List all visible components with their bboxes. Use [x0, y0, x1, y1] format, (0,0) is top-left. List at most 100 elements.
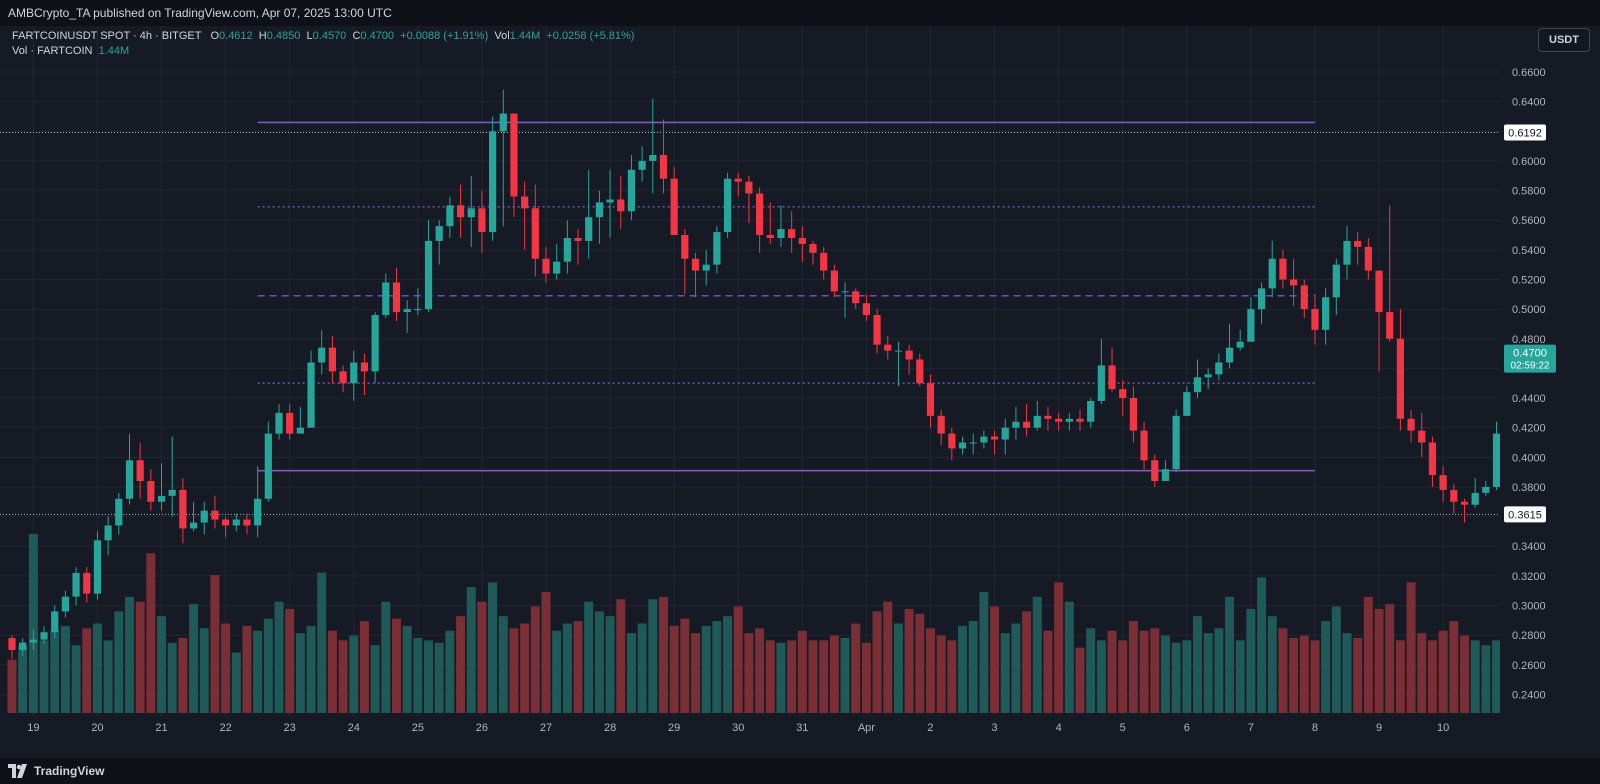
volume-bar: [616, 599, 626, 713]
volume-bar: [135, 601, 145, 713]
candle-body: [189, 522, 198, 529]
volume-bar: [488, 582, 498, 713]
candle-body: [1097, 365, 1105, 402]
candle-body: [211, 510, 219, 520]
volume-bar: [990, 606, 1000, 713]
volume-bar: [103, 640, 113, 713]
volume-bar: [7, 659, 17, 713]
candle-body: [360, 362, 369, 372]
volume-bar: [71, 645, 81, 713]
candle-body: [1012, 421, 1020, 428]
volume-bar: [915, 613, 925, 713]
volume-bar: [637, 623, 647, 713]
candle-body: [1450, 489, 1458, 502]
volume-bar: [1331, 606, 1341, 713]
volume-bar: [552, 630, 562, 713]
candle-body: [1407, 418, 1415, 431]
volume-bar: [1096, 640, 1106, 713]
close-label: C: [352, 30, 361, 42]
volume-bar: [456, 616, 466, 713]
volume-bar: [1139, 630, 1149, 713]
bar-countdown: 02:59:22: [1511, 361, 1550, 372]
volume-bar: [189, 604, 199, 713]
candle-body: [1290, 279, 1298, 286]
volume-bar: [1395, 640, 1405, 713]
candle-body: [254, 498, 262, 526]
volume-bar: [327, 630, 337, 713]
volume-bar: [872, 611, 882, 713]
volume-bar: [829, 635, 839, 713]
candle-body: [1311, 309, 1319, 330]
volume-bar: [755, 628, 765, 713]
x-tick-label: 8: [1312, 722, 1318, 734]
volume-bar: [562, 623, 572, 713]
candle-body: [8, 638, 16, 650]
candle-body: [328, 347, 336, 372]
price-change: +0.0088 (+1.91%): [400, 30, 489, 42]
candle-body: [1332, 264, 1340, 298]
candles: [8, 89, 1600, 659]
candle-body: [1065, 418, 1073, 422]
candle-body: [1119, 389, 1127, 399]
candle-body: [403, 309, 411, 313]
vol-value: 1.44M: [509, 30, 541, 42]
vol-change: +0.0258 (+5.81%): [546, 30, 635, 42]
candle-body: [788, 229, 796, 238]
y-tick-label: 0.3800: [1512, 482, 1546, 494]
volume-bar: [1470, 640, 1480, 713]
candle-body: [1193, 377, 1202, 393]
x-tick-label: 2: [927, 722, 933, 734]
volume-bar: [199, 628, 209, 713]
close-value: 0.4700: [360, 30, 395, 42]
candle-body: [296, 427, 304, 434]
volume-bar: [1492, 640, 1502, 713]
y-tick-label: 0.4000: [1512, 452, 1546, 464]
volume-bar: [445, 630, 455, 713]
vol-line-label[interactable]: Vol · FARTCOIN: [12, 45, 93, 57]
volume-bar: [925, 628, 935, 713]
candle-body: [1033, 415, 1041, 428]
candle-body: [371, 315, 379, 372]
publish-text: AMBCrypto_TA published on TradingView.co…: [8, 6, 392, 20]
y-tick-label: 0.2800: [1512, 630, 1546, 642]
candle-body: [1354, 240, 1362, 247]
candle-body: [264, 433, 272, 499]
volume-bar: [787, 640, 797, 713]
candle-body: [585, 217, 593, 241]
candle-body: [1257, 288, 1266, 310]
volume-bar: [1000, 633, 1010, 713]
volume-bar: [1086, 628, 1096, 713]
candle-body: [702, 264, 710, 271]
volume-bar: [157, 616, 167, 713]
candle-body: [521, 196, 529, 209]
y-tick-label: 0.4200: [1512, 423, 1546, 435]
candle-body: [1300, 285, 1308, 310]
volume-bar: [1374, 608, 1384, 713]
volume-bar: [573, 621, 583, 713]
candle-body: [115, 498, 123, 526]
volume-bar: [808, 640, 818, 713]
currency-button[interactable]: USDT: [1538, 28, 1590, 52]
x-tick-label: 28: [604, 722, 616, 734]
volume-bar: [1342, 633, 1352, 713]
volume-bar: [1257, 577, 1267, 713]
candle-body: [104, 525, 112, 541]
open-value: 0.4612: [219, 30, 253, 42]
y-tick-label: 0.4800: [1512, 334, 1546, 346]
candle-body: [852, 291, 860, 304]
candlestick-chart[interactable]: 0.66000.64000.62000.60000.58000.56000.54…: [0, 26, 1600, 758]
y-tick-label: 0.6600: [1512, 67, 1546, 79]
volume-bar: [530, 606, 540, 713]
candle-body: [916, 359, 924, 384]
tradingview-logo[interactable]: TradingView: [8, 758, 104, 784]
volume-legend: Vol · FARTCOIN 1.44M: [12, 45, 129, 57]
volume-bar: [1278, 628, 1288, 713]
symbol-label[interactable]: FARTCOINUSDT SPOT · 4h · BITGET: [12, 30, 202, 42]
volume-bar: [424, 640, 434, 713]
volume-bar: [1011, 623, 1021, 713]
chart-area[interactable]: 0.66000.64000.62000.60000.58000.56000.54…: [0, 26, 1600, 758]
level-label: 0.3615: [1508, 509, 1542, 521]
volume-bar: [1075, 647, 1085, 713]
volume-bar: [883, 601, 893, 713]
volume-bar: [295, 633, 305, 713]
